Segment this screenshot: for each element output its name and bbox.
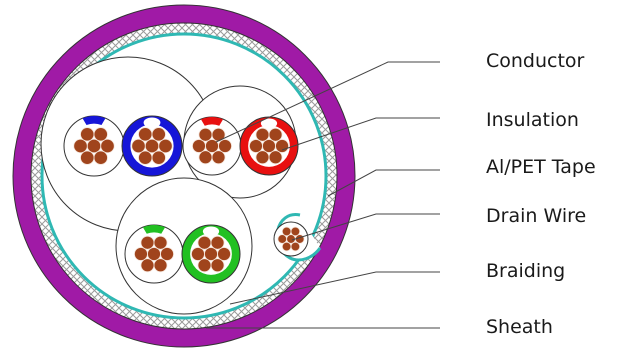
- drain-wire-strand: [281, 226, 292, 237]
- pair-3-white-wire-strand: [134, 247, 148, 261]
- pair-2-white-wire-strand: [192, 139, 206, 153]
- pair-1-blue-wire-strand: [158, 138, 173, 154]
- pair-3-white-wire-strand: [140, 235, 155, 250]
- pair-1-white-wire-strand: [73, 138, 88, 154]
- pair-1-white-wire-strand: [86, 138, 102, 154]
- pair-2-white-wire-strand: [211, 150, 226, 165]
- drain-wire-strand: [290, 226, 301, 237]
- pair-3-green-wire-strand: [191, 247, 205, 261]
- pair-2-white-wire-strand: [198, 150, 213, 165]
- pair-2-red-wire-strand: [262, 139, 276, 153]
- drain-wire-strand: [281, 241, 292, 252]
- pair-3-white-wire-strand: [160, 247, 174, 261]
- drain-wire-strand: [277, 234, 288, 244]
- leader-drain-wire: [291, 213, 440, 241]
- drain-wire-strand: [290, 241, 301, 252]
- pair-3-green-wire-strand: [210, 258, 225, 273]
- pair-2-red-wire-strand: [275, 139, 289, 153]
- leader-conductor: [215, 61, 440, 143]
- pair-2-red-wire-strand: [255, 127, 270, 142]
- leader-tape: [327, 169, 440, 197]
- pair-3-green-wire-strand: [197, 258, 212, 273]
- pair-1-blue-wire-strand: [138, 150, 153, 165]
- pair-2-white-wire-strand: [198, 127, 213, 142]
- pair-3-white-wire-stripe: [142, 225, 166, 234]
- pair-1-blue-wire-strand: [151, 127, 166, 142]
- label-conductor: Conductor: [486, 50, 585, 72]
- pair-2-white-wire-strand: [211, 127, 226, 142]
- label-sheath: Sheath: [486, 316, 553, 338]
- pair-3-green-wire-strand: [217, 247, 231, 261]
- pair-2-white-wire-stripe: [200, 117, 224, 126]
- pair-1-white-wire-strand: [80, 150, 95, 165]
- leader-braiding: [229, 271, 440, 305]
- pair-3-green-wire-strand: [197, 235, 212, 250]
- pair-3-white-wire-strand: [153, 235, 168, 250]
- pair-2-white-wire-strand: [218, 139, 232, 153]
- pair-1-white-wire-strand: [93, 127, 108, 142]
- leader-insulation: [281, 117, 440, 151]
- leader-lines: [206, 61, 440, 329]
- label-insulation: Insulation: [486, 109, 579, 131]
- pair-1-white-wire-strand: [80, 127, 95, 142]
- pair-1-white-wire-stripe: [82, 116, 106, 125]
- pair-1-white-wire-strand: [100, 138, 115, 154]
- pair-3-white-wire-strand: [140, 258, 155, 273]
- pair-1-blue-wire-strand: [138, 127, 153, 142]
- pair-1-white-wire-strand: [93, 150, 108, 165]
- pair-2-red-wire-strand: [249, 139, 263, 153]
- pair-3-green-wire-strand: [210, 235, 225, 250]
- pair-3-white-wire-strand: [153, 258, 168, 273]
- pair-2-red-wire-strand: [268, 150, 283, 165]
- pair-1-blue-wire-strand: [131, 138, 146, 154]
- pair-1-blue-wire-strand: [151, 150, 166, 165]
- label-drain-wire: Drain Wire: [486, 205, 587, 227]
- pair-3-white-wire-strand: [147, 247, 161, 261]
- label-tape: Al/PET Tape: [486, 156, 596, 178]
- pair-2-red-wire-strand: [255, 150, 270, 165]
- label-braiding: Braiding: [486, 260, 566, 282]
- pair-3-green-wire-strand: [204, 247, 218, 261]
- pair-1-blue-wire-strand: [144, 138, 160, 154]
- pair-2-red-wire-strand: [268, 127, 283, 142]
